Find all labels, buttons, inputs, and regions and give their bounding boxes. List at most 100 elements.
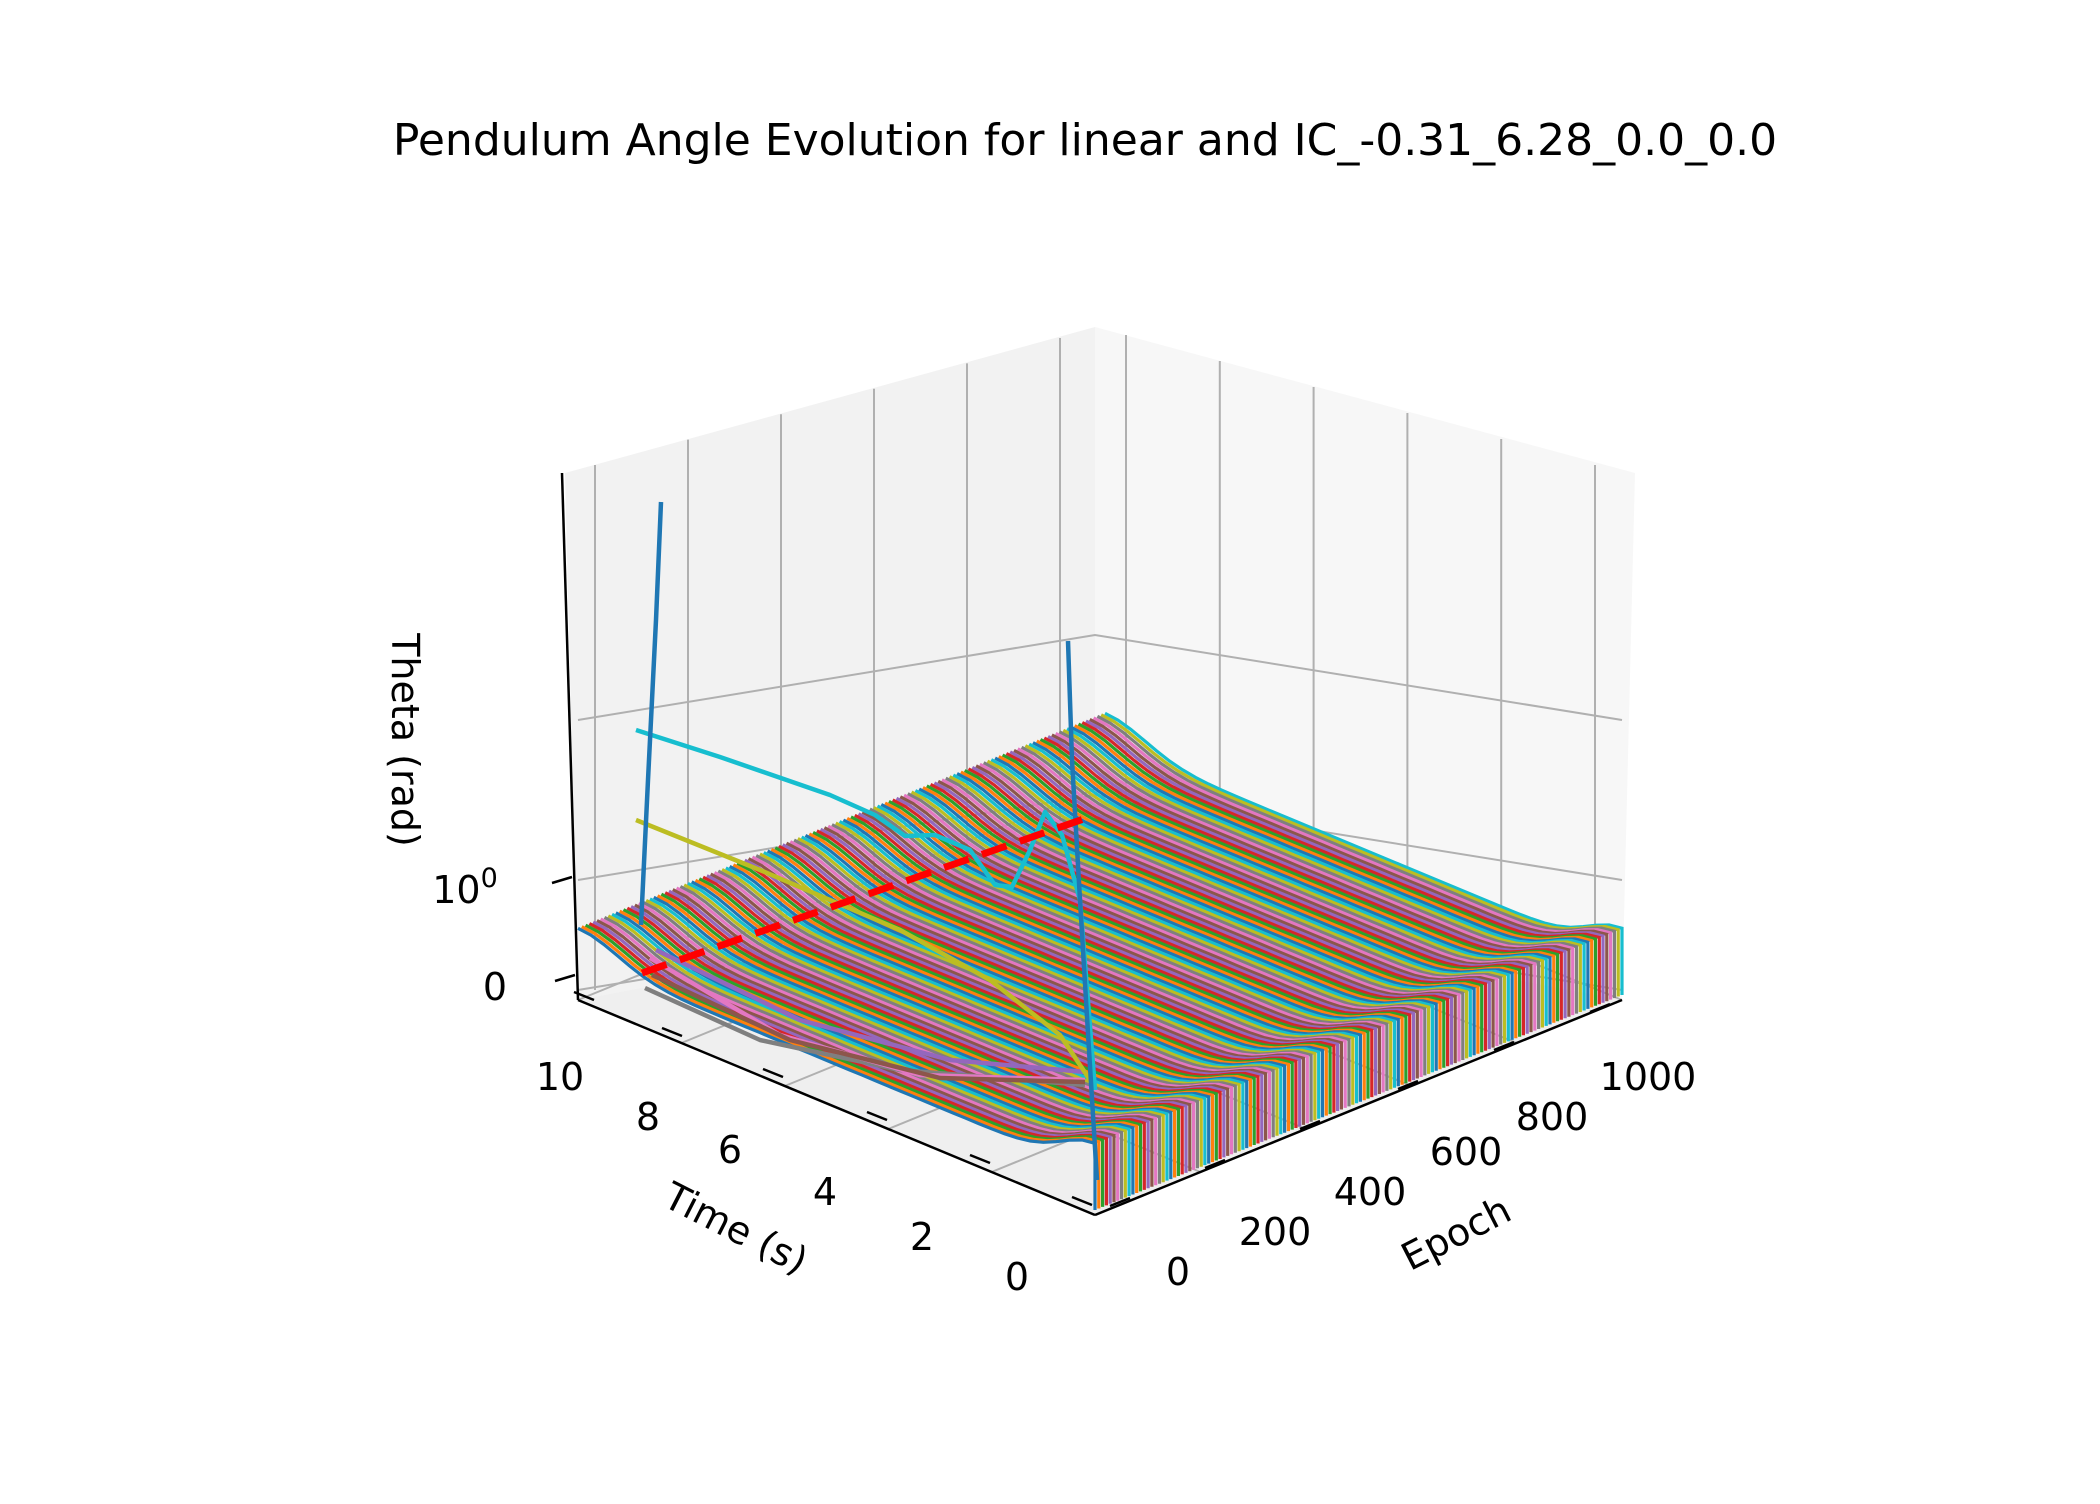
epoch-curve: [907, 792, 1427, 1076]
epoch-curve: [656, 894, 1177, 1178]
epoch-curve: [634, 903, 1154, 1187]
epoch-curve: [1089, 717, 1609, 1002]
epoch-curve: [1036, 739, 1556, 1023]
overlay-curves: [635, 501, 1100, 1181]
epoch-curve: [611, 912, 1131, 1197]
epoch-curve: [933, 781, 1454, 1065]
x-tick-label: 600: [1430, 1130, 1503, 1174]
epoch-curve: [584, 923, 1105, 1207]
epoch-curve: [808, 832, 1328, 1116]
epoch-curve: [766, 849, 1287, 1133]
solution-curve: [651, 972, 1086, 1085]
epoch-curve: [914, 789, 1435, 1073]
epoch-curve: [797, 837, 1317, 1121]
epoch-curve: [759, 852, 1279, 1136]
epoch-curve: [637, 902, 1158, 1186]
epoch-curve: [1092, 716, 1613, 1000]
epoch-curve: [998, 755, 1518, 1039]
epoch-curve: [827, 824, 1347, 1108]
epoch-curve: [948, 775, 1469, 1059]
epoch-curve: [835, 821, 1355, 1105]
epoch-curve: [861, 810, 1382, 1094]
epoch-curve: [1085, 719, 1605, 1003]
z-tick-label: 0: [483, 965, 507, 1009]
epoch-curve: [744, 858, 1264, 1142]
epoch-curve: [823, 826, 1344, 1110]
epoch-curve: [675, 886, 1196, 1170]
epoch-curve: [607, 914, 1127, 1198]
epoch-curve: [857, 812, 1378, 1096]
epoch-curve: [725, 866, 1245, 1150]
epoch-curve: [937, 779, 1457, 1064]
epoch-curve: [1051, 733, 1571, 1017]
y-tick-label: 2: [910, 1215, 934, 1259]
epoch-curve: [842, 818, 1363, 1102]
epoch-curve: [778, 844, 1298, 1128]
y-tick: [866, 1110, 888, 1122]
epoch-curve: [721, 868, 1241, 1152]
x-tick: [1493, 1040, 1515, 1052]
z-tick-label: 100: [432, 863, 498, 912]
epoch-curve: [774, 846, 1294, 1130]
epoch-curve: [1100, 713, 1620, 997]
epoch-curve: [899, 795, 1419, 1079]
epoch-curve: [645, 898, 1165, 1183]
epoch-curve: [793, 838, 1313, 1122]
z-axis-line: [560, 472, 580, 1001]
epoch-curve: [581, 925, 1101, 1209]
epoch-curve: [1047, 735, 1567, 1019]
epoch-curve: [668, 889, 1188, 1173]
epoch-curve: [994, 756, 1514, 1040]
y-axis-label: Time (s): [656, 1173, 815, 1283]
epoch-curve: [1020, 745, 1541, 1029]
epoch-curve: [884, 801, 1404, 1085]
epoch-curve: [1077, 722, 1598, 1006]
y-tick-label: 4: [813, 1170, 837, 1214]
epoch-curve: [869, 807, 1389, 1091]
x-tick-label: 400: [1334, 1170, 1407, 1214]
epoch-curve: [641, 900, 1162, 1184]
epoch-curve: [804, 833, 1325, 1118]
y-axis-line: [577, 998, 1096, 1217]
solution-curve: [1065, 640, 1100, 1181]
epoch-curve: [1070, 725, 1590, 1009]
solution-curve: [635, 817, 1092, 1082]
epoch-curve: [1024, 744, 1545, 1028]
epoch-curve: [846, 816, 1366, 1101]
epoch-curve: [1066, 727, 1586, 1011]
z-axis-label: Theta (rad): [383, 632, 427, 847]
epoch-curve: [751, 855, 1272, 1139]
epoch-curve: [1028, 742, 1548, 1026]
epoch-curve: [713, 871, 1234, 1155]
epoch-curve: [664, 891, 1184, 1175]
x-tick: [1204, 1158, 1226, 1170]
epoch-curve: [736, 861, 1256, 1145]
epoch-curve: [1009, 750, 1529, 1034]
epoch-curve: [706, 874, 1226, 1158]
epoch-curve: [918, 787, 1438, 1071]
epoch-curve: [1032, 741, 1552, 1025]
epoch-curve: [603, 915, 1124, 1200]
epoch-curve: [1096, 714, 1617, 999]
epoch-curve: [922, 786, 1442, 1070]
epoch-curve: [1104, 711, 1624, 995]
epoch-curve: [850, 815, 1370, 1099]
epoch-curve: [941, 778, 1461, 1062]
epoch-curve: [1054, 731, 1575, 1016]
epoch-curve: [926, 784, 1446, 1068]
epoch-curve: [812, 830, 1332, 1115]
x-tick-label: 1000: [1600, 1055, 1697, 1099]
epoch-curve: [895, 796, 1416, 1081]
epoch-curve: [872, 806, 1393, 1090]
chart-title: Pendulum Angle Evolution for linear and …: [393, 115, 1777, 166]
epoch-curve: [789, 840, 1309, 1124]
epoch-curve: [702, 875, 1222, 1159]
epoch-curve: [687, 881, 1207, 1166]
epoch-curve: [1073, 724, 1594, 1008]
epoch-curve: [1001, 753, 1522, 1037]
epoch-curve: [967, 767, 1488, 1051]
epoch-curve: [831, 823, 1351, 1107]
y-tick-label: 0: [1005, 1255, 1029, 1299]
